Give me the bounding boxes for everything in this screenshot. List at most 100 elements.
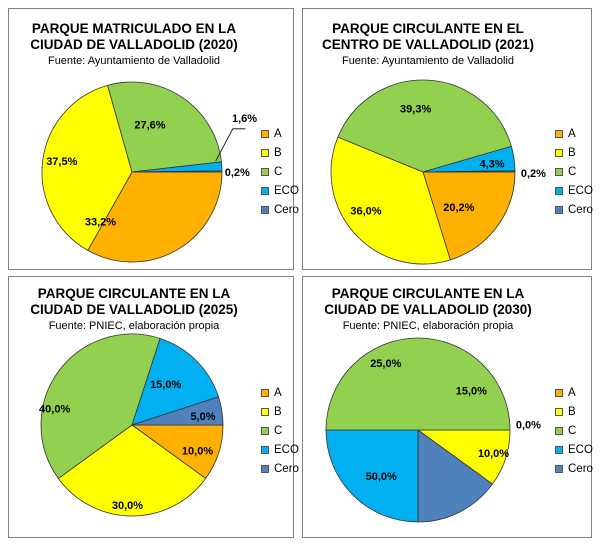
legend-item-a: A	[261, 383, 299, 402]
leader-line-eco	[215, 128, 246, 162]
legend-label: ECO	[274, 184, 299, 197]
legend-item-eco: ECO	[555, 181, 593, 200]
legend-swatch	[555, 205, 563, 214]
legend-item-a: A	[261, 124, 299, 143]
data-label-cero: 0,2%	[225, 167, 250, 179]
legend-label: C	[568, 165, 577, 178]
legend-item-cero: Cero	[555, 200, 593, 219]
legend-item-c: C	[555, 421, 593, 440]
chart-legend: A B C ECO Cero	[555, 383, 593, 478]
data-label-c: 50,0%	[366, 471, 397, 483]
legend-label: A	[274, 386, 282, 399]
data-label-eco: 25,0%	[370, 358, 401, 370]
legend-label: C	[274, 424, 283, 437]
pie-slice-cero	[422, 170, 516, 173]
chart-source: Fuente: Ayuntamiento de Valladolid	[47, 55, 221, 67]
title-line-1: PARQUE MATRICULADO EN LA	[31, 21, 237, 36]
pie-slice-eco	[325, 429, 419, 523]
legend-label: Cero	[274, 462, 299, 475]
chart-source: Fuente: Ayuntamiento de Valladolid	[341, 55, 515, 67]
title-line-1: PARQUE CIRCULANTE EN EL	[332, 21, 524, 36]
legend-item-b: B	[555, 143, 593, 162]
pie-chart: 20,2% 36,0% 39,3% 4,3% 0,2%	[330, 79, 546, 265]
legend-label: B	[568, 405, 576, 418]
pie-slice-c	[337, 79, 512, 173]
legend-item-eco: ECO	[261, 440, 299, 459]
legend-swatch	[261, 388, 269, 397]
chart-panel-2025: PARQUE CIRCULANTE EN LA CIUDAD DE VALLAD…	[8, 276, 299, 538]
legend-label: Cero	[274, 203, 299, 216]
data-label-eco: 1,6%	[232, 113, 257, 125]
chart-panel-2021: PARQUE CIRCULANTE EN EL CENTRO DE VALLAD…	[302, 8, 593, 270]
title-line-1: PARQUE CIRCULANTE EN LA	[331, 286, 525, 301]
legend-item-cero: Cero	[555, 459, 593, 478]
legend-swatch	[261, 464, 269, 473]
legend-item-eco: ECO	[261, 181, 299, 200]
legend-label: A	[274, 127, 282, 140]
legend-item-cero: Cero	[261, 200, 299, 219]
data-label-cero: 0,2%	[521, 168, 546, 180]
legend-label: B	[568, 146, 576, 159]
legend-swatch	[261, 186, 269, 195]
legend-label: ECO	[568, 443, 593, 456]
pie-slice-c	[40, 333, 161, 480]
data-label-c: 27,6%	[134, 119, 165, 131]
title-line-2: CENTRO DE VALLADOLID (2021)	[321, 37, 535, 52]
pie-slice-c	[325, 337, 511, 431]
pie-slice-b	[330, 136, 451, 265]
legend-item-c: C	[555, 162, 593, 181]
chart-panel-2020: PARQUE MATRICULADO EN LA CIUDAD DE VALLA…	[8, 8, 299, 270]
chart-source: Fuente: PNIEC, elaboración propia	[342, 320, 514, 332]
pie-slice-eco	[131, 337, 220, 426]
legend-label: C	[568, 424, 577, 437]
pie-chart: 10,0% 30,0% 40,0% 15,0% 5,0%	[39, 333, 224, 517]
data-label-eco: 4,3%	[479, 159, 504, 171]
legend-swatch	[261, 148, 269, 157]
pie-slice-a	[87, 171, 223, 263]
chart-source: Fuente: PNIEC, elaboración propia	[48, 320, 220, 332]
legend-swatch	[555, 167, 563, 176]
data-label-c: 40,0%	[39, 404, 70, 416]
pie-slice-b	[57, 424, 207, 517]
chart-legend: A B C ECO Cero	[261, 124, 299, 219]
legend-label: B	[274, 146, 282, 159]
chart-title: PARQUE MATRICULADO EN LA CIUDAD DE VALLA…	[9, 21, 259, 53]
legend-swatch	[261, 129, 269, 138]
legend-item-b: B	[555, 402, 593, 421]
title-line-2: CIUDAD DE VALLADOLID (2025)	[30, 302, 238, 317]
pie-slice-cero	[417, 429, 493, 523]
legend-label: A	[568, 127, 576, 140]
chart-legend: A B C ECO Cero	[555, 124, 593, 219]
legend-swatch	[555, 129, 563, 138]
title-line-1: PARQUE CIRCULANTE EN LA	[37, 286, 231, 301]
data-label-a: 0,0%	[516, 419, 541, 431]
legend-swatch	[555, 148, 563, 157]
pie-slice-cero	[131, 396, 224, 426]
legend-item-cero: Cero	[261, 459, 299, 478]
legend-swatch	[555, 445, 563, 454]
legend-item-c: C	[261, 421, 299, 440]
data-label-a: 20,2%	[443, 202, 474, 214]
data-label-b: 36,0%	[350, 206, 381, 218]
legend-label: ECO	[274, 443, 299, 456]
legend-item-a: A	[555, 124, 593, 143]
pie-slice-b	[41, 84, 133, 251]
legend-item-c: C	[261, 162, 299, 181]
pie-slice-cero	[131, 170, 223, 173]
title-line-2: CIUDAD DE VALLADOLID (2030)	[324, 302, 532, 317]
legend-swatch	[261, 167, 269, 176]
chart-title: PARQUE CIRCULANTE EN LA CIUDAD DE VALLAD…	[9, 286, 259, 318]
legend-label: ECO	[568, 184, 593, 197]
chart-legend: A B C ECO Cero	[261, 383, 299, 478]
pie-chart: 33,2% 37,5% 27,6% 1,6% 0,2%	[41, 81, 257, 263]
legend-label: Cero	[568, 203, 593, 216]
legend-label: B	[274, 405, 282, 418]
legend-swatch	[555, 407, 563, 416]
title-line-2: CIUDAD DE VALLADOLID (2020)	[30, 37, 238, 52]
legend-swatch	[261, 205, 269, 214]
legend-swatch	[555, 426, 563, 435]
data-label-a: 33,2%	[85, 217, 116, 229]
pie-slice-c	[107, 81, 222, 173]
data-label-b: 37,5%	[46, 156, 77, 168]
data-label-eco: 15,0%	[150, 379, 181, 391]
